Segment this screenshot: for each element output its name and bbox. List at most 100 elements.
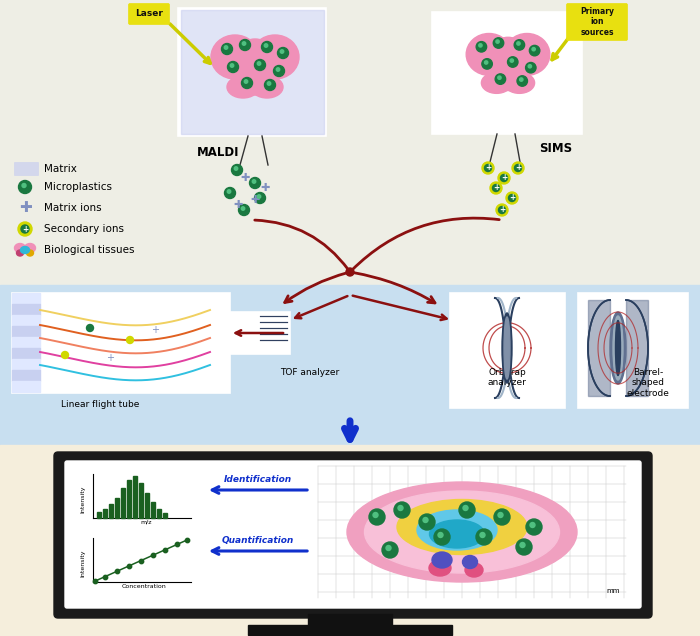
- Ellipse shape: [239, 39, 251, 50]
- Ellipse shape: [417, 510, 497, 550]
- Ellipse shape: [506, 192, 518, 204]
- Ellipse shape: [228, 62, 239, 73]
- Ellipse shape: [504, 34, 550, 75]
- FancyBboxPatch shape: [54, 452, 652, 618]
- Bar: [12, 359, 40, 370]
- Ellipse shape: [530, 523, 535, 527]
- Ellipse shape: [429, 560, 451, 576]
- Text: ✚: ✚: [251, 195, 260, 205]
- Bar: [163, 513, 167, 518]
- Bar: [181, 10, 324, 134]
- Ellipse shape: [369, 509, 385, 525]
- Point: [135, 555, 146, 565]
- FancyBboxPatch shape: [566, 4, 627, 41]
- Ellipse shape: [230, 64, 234, 67]
- Ellipse shape: [251, 35, 299, 79]
- Ellipse shape: [482, 162, 494, 174]
- Text: TOF analyzer: TOF analyzer: [281, 368, 339, 377]
- Bar: [12, 348, 40, 359]
- Ellipse shape: [495, 71, 522, 90]
- Ellipse shape: [479, 44, 482, 47]
- Bar: [308, 614, 392, 626]
- Ellipse shape: [386, 546, 391, 551]
- Ellipse shape: [508, 195, 515, 202]
- Ellipse shape: [419, 514, 435, 530]
- Bar: [12, 326, 40, 337]
- Point: [99, 572, 111, 582]
- Ellipse shape: [373, 513, 378, 518]
- Ellipse shape: [516, 539, 532, 555]
- Ellipse shape: [532, 48, 536, 51]
- Ellipse shape: [397, 499, 527, 555]
- Ellipse shape: [265, 80, 276, 90]
- Point: [148, 550, 159, 560]
- Ellipse shape: [244, 80, 248, 83]
- Bar: [12, 381, 40, 392]
- Ellipse shape: [394, 502, 410, 518]
- Ellipse shape: [504, 73, 535, 93]
- Text: Biological tissues: Biological tissues: [44, 245, 134, 255]
- Ellipse shape: [496, 204, 508, 216]
- Bar: [12, 293, 40, 304]
- Ellipse shape: [498, 172, 510, 184]
- Ellipse shape: [528, 65, 531, 68]
- Ellipse shape: [498, 513, 503, 518]
- Ellipse shape: [265, 44, 267, 47]
- Ellipse shape: [434, 529, 450, 545]
- Ellipse shape: [241, 207, 245, 211]
- Ellipse shape: [482, 73, 512, 93]
- Bar: [0, 445, 700, 636]
- Text: Laser: Laser: [135, 10, 163, 18]
- Ellipse shape: [495, 74, 505, 85]
- Ellipse shape: [488, 38, 528, 77]
- Text: Concentration: Concentration: [122, 584, 167, 589]
- Ellipse shape: [228, 190, 231, 193]
- Bar: [115, 498, 119, 518]
- Bar: [432, 12, 582, 134]
- Bar: [151, 502, 155, 518]
- Ellipse shape: [239, 205, 249, 216]
- Bar: [578, 293, 688, 408]
- Point: [160, 545, 171, 555]
- Text: +: +: [106, 353, 114, 363]
- Text: Identification: Identification: [224, 475, 292, 484]
- Ellipse shape: [500, 174, 508, 181]
- Text: Orbitrap
analyzer: Orbitrap analyzer: [488, 368, 526, 387]
- Ellipse shape: [241, 75, 269, 95]
- Ellipse shape: [224, 46, 228, 49]
- Bar: [77, 534, 195, 592]
- Bar: [133, 476, 137, 518]
- Text: Microplastics: Microplastics: [44, 182, 112, 192]
- Bar: [103, 509, 107, 518]
- Point: [172, 539, 183, 550]
- Bar: [12, 293, 40, 393]
- Ellipse shape: [490, 182, 502, 194]
- Ellipse shape: [465, 563, 483, 577]
- Ellipse shape: [22, 184, 26, 188]
- Text: Quantification: Quantification: [222, 536, 294, 545]
- Bar: [157, 509, 161, 518]
- Ellipse shape: [21, 225, 29, 233]
- Ellipse shape: [87, 324, 94, 331]
- Ellipse shape: [482, 59, 492, 69]
- Ellipse shape: [529, 45, 540, 56]
- Ellipse shape: [484, 165, 491, 172]
- Ellipse shape: [438, 532, 443, 537]
- Bar: [109, 504, 113, 518]
- Ellipse shape: [258, 195, 260, 198]
- Ellipse shape: [432, 552, 452, 568]
- Ellipse shape: [480, 532, 485, 537]
- Ellipse shape: [514, 39, 524, 50]
- Text: +: +: [485, 163, 491, 172]
- Ellipse shape: [227, 76, 259, 98]
- Text: +: +: [515, 163, 521, 172]
- Ellipse shape: [365, 491, 559, 573]
- Text: Intensity: Intensity: [80, 550, 85, 577]
- Ellipse shape: [62, 352, 69, 359]
- Bar: [450, 293, 565, 408]
- Ellipse shape: [610, 312, 626, 384]
- Bar: [230, 312, 290, 354]
- Ellipse shape: [502, 313, 512, 383]
- Text: +: +: [22, 225, 28, 233]
- Ellipse shape: [517, 42, 520, 45]
